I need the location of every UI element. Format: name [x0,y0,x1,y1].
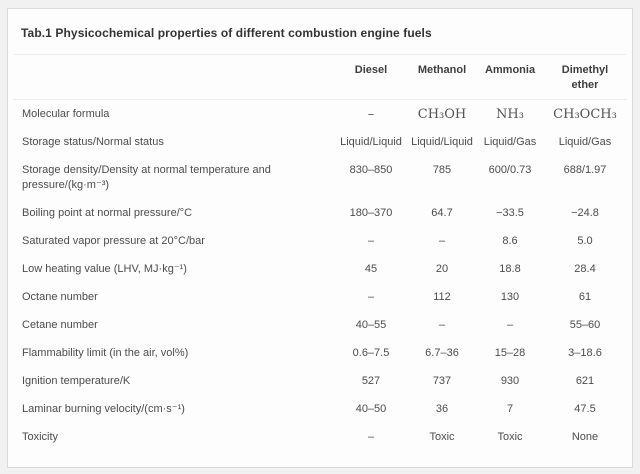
cell-value: 61 [578,290,592,303]
table-row: Ignition temperature/K 527 737 930 621 [13,367,627,395]
row-label: Toxicity [22,430,59,443]
table-row: Storage status/Normal status Liquid/Liqui… [13,128,627,156]
cell-value: 47.5 [574,402,596,415]
table-row: Boiling point at normal pressure/°C 180–3… [13,199,627,227]
cell-value: – [367,106,375,122]
cell-value: Liquid/Gas [483,135,537,148]
column-header-dimethyl-ether: Dimethyl ether [561,64,609,91]
table-row: Cetane number 40–55 – – 55–60 [13,311,627,339]
cell-value: Liquid/Liquid [411,135,473,148]
cell-value: 830–850 [349,163,393,176]
table-row: Low heating value (LHV, MJ·kg⁻¹) 45 20 18.8… [13,255,627,283]
cell-value: 930 [500,374,520,387]
header-empty-cell [13,55,335,100]
row-label: Molecular formula [22,107,110,120]
cell-value: Toxic [497,430,523,443]
row-label: Cetane number [22,318,98,331]
cell-value: 28.4 [574,262,596,275]
cell-value: 8.6 [502,234,518,247]
cell-value: 36 [435,402,449,415]
cell-value: 180–370 [349,206,393,219]
cell-value: – [367,430,375,443]
cell-value: 527 [361,374,381,387]
table-row: Laminar burning velocity/(cm·s⁻¹) 40–50 36… [13,395,627,423]
row-label: Boiling point at normal pressure/°C [22,206,193,219]
cell-value: −33.5 [496,206,524,219]
column-header-ammonia: Ammonia [484,64,536,76]
cell-value: 18.8 [499,262,521,275]
cell-value: 0.6–7.5 [352,346,390,359]
cell-value: – [438,234,446,247]
cell-value: 3–18.6 [568,346,602,359]
table-title: Tab.1 Physicochemical properties of diff… [21,26,432,40]
cell-value: CH₃OCH₃ [553,106,617,122]
table-panel: Tab.1 Physicochemical properties of diff… [7,8,633,468]
cell-value: 55–60 [569,318,601,331]
cell-value: 130 [500,290,520,303]
cell-value: 112 [433,290,451,303]
cell-value: – [506,318,514,331]
row-label: Octane number [22,290,98,303]
column-header-methanol: Methanol [417,64,467,76]
cell-value: Toxic [429,430,455,443]
row-label: Laminar burning velocity/(cm·s⁻¹) [22,402,185,415]
row-label: Low heating value (LHV, MJ·kg⁻¹) [22,262,187,275]
cell-value: None [571,430,599,443]
header-row: Diesel Methanol Ammonia Dimethyl ether [13,55,627,100]
cell-value: 737 [432,374,452,387]
title-divider [14,54,626,55]
cell-value: – [367,234,375,247]
column-header-diesel: Diesel [354,64,388,76]
cell-value: 5.0 [577,234,593,247]
row-label: Flammability limit (in the air, vol%) [22,346,189,359]
cell-value: 600/0.73 [488,163,532,176]
table-row: Molecular formula – CH₃OH NH₃ CH₃OCH₃ [13,100,627,129]
cell-value: −24.8 [571,206,599,219]
cell-value: Liquid/Gas [558,135,612,148]
table-body: Molecular formula – CH₃OH NH₃ CH₃OCH₃ Storage… [13,100,627,452]
cell-value: 20 [435,262,449,275]
cell-value: 688/1.97 [563,163,607,176]
table-row: Toxicity – Toxic Toxic None [13,423,627,451]
cell-value: 6.7–36 [425,346,459,359]
row-label: Storage density/Density at normal temper… [22,163,271,191]
cell-value: 785 [432,163,452,176]
cell-value: 621 [575,374,595,387]
table-row: Storage density/Density at normal temper… [13,156,627,199]
cell-value: CH₃OH [417,106,467,122]
table-header: Diesel Methanol Ammonia Dimethyl ether [13,55,627,100]
table-row: Flammability limit (in the air, vol%) 0.6… [13,339,627,367]
table-row: Octane number – 112 130 61 [13,283,627,311]
cell-value: 45 [364,262,378,275]
table-row: Saturated vapor pressure at 20°C/bar – – 8.… [13,227,627,255]
cell-value: 64.7 [431,206,453,219]
cell-value: 40–50 [355,402,387,415]
cell-value: 40–55 [355,318,387,331]
cell-value: NH₃ [496,106,524,122]
cell-value: – [438,318,446,331]
cell-value: – [367,290,375,303]
cell-value: 15–28 [494,346,526,359]
cell-value: Liquid/Liquid [340,135,402,148]
row-label: Ignition temperature/K [22,374,131,387]
cell-value: 7 [506,402,514,415]
row-label: Saturated vapor pressure at 20°C/bar [22,234,205,247]
row-label: Storage status/Normal status [22,135,164,148]
fuel-properties-table: Diesel Methanol Ammonia Dimethyl ether Mole… [13,55,627,451]
